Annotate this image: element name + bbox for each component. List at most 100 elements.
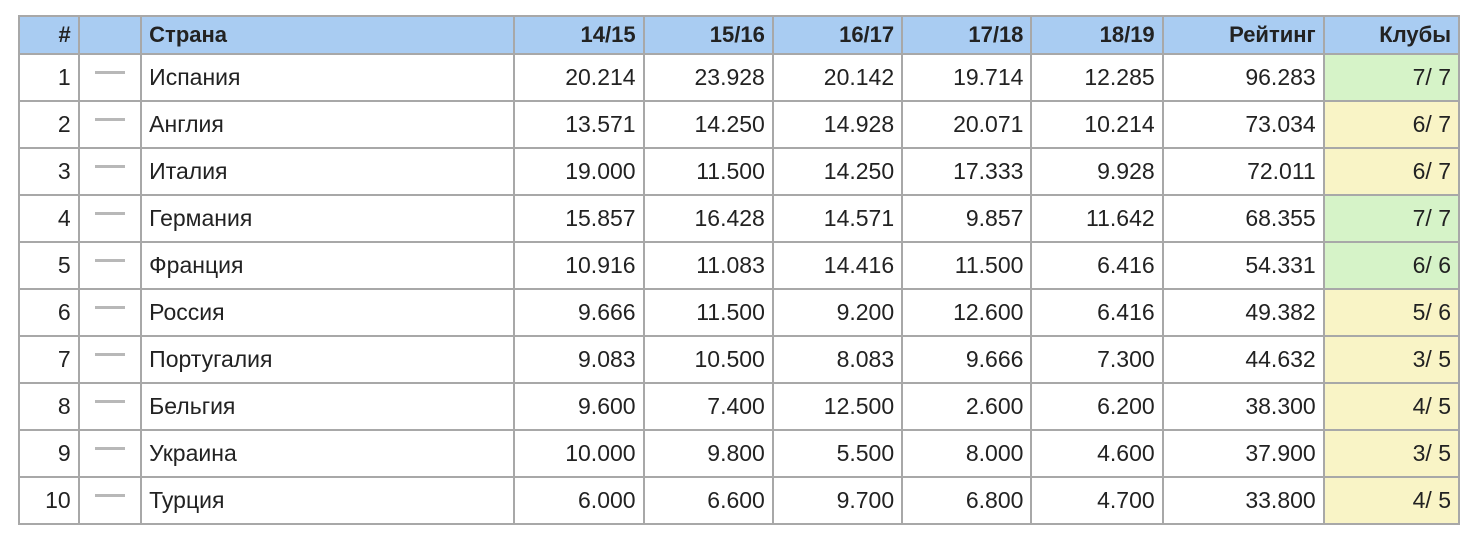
country-cell[interactable]: Германия — [140, 194, 516, 243]
rank-cell: 4 — [18, 194, 80, 243]
season-17-18-cell: 19.714 — [901, 53, 1033, 102]
clubs-cell: 6/ 7 — [1322, 100, 1460, 149]
header-season-17-18[interactable]: 17/18 — [901, 15, 1033, 55]
movement-cell — [77, 429, 143, 478]
country-cell[interactable]: Испания — [140, 53, 516, 102]
table-row: 5 Франция 10.916 11.083 14.416 11.500 6.… — [18, 241, 1460, 290]
season-17-18-cell: 6.800 — [901, 476, 1033, 525]
season-14-15-cell: 9.666 — [513, 288, 645, 337]
no-change-dash-icon — [94, 353, 125, 357]
season-14-15-cell: 9.083 — [513, 335, 645, 384]
season-17-18-cell: 12.600 — [901, 288, 1033, 337]
season-18-19-cell: 4.700 — [1030, 476, 1164, 525]
table-row: 6 Россия 9.666 11.500 9.200 12.600 6.416… — [18, 288, 1460, 337]
season-14-15-cell: 15.857 — [513, 194, 645, 243]
movement-cell — [77, 476, 143, 525]
season-15-16-cell: 7.400 — [642, 382, 774, 431]
header-country[interactable]: Страна — [140, 15, 516, 55]
table-row: 4 Германия 15.857 16.428 14.571 9.857 11… — [18, 194, 1460, 243]
no-change-dash-icon — [94, 259, 125, 263]
header-clubs[interactable]: Клубы — [1322, 15, 1460, 55]
clubs-cell: 3/ 5 — [1322, 429, 1460, 478]
table-row: 7 Португалия 9.083 10.500 8.083 9.666 7.… — [18, 335, 1460, 384]
country-cell[interactable]: Украина — [140, 429, 516, 478]
season-15-16-cell: 23.928 — [642, 53, 774, 102]
season-14-15-cell: 13.571 — [513, 100, 645, 149]
season-14-15-cell: 19.000 — [513, 147, 645, 196]
header-rating[interactable]: Рейтинг — [1161, 15, 1325, 55]
rating-cell: 49.382 — [1161, 288, 1325, 337]
season-15-16-cell: 11.083 — [642, 241, 774, 290]
no-change-dash-icon — [94, 400, 125, 404]
movement-cell — [77, 288, 143, 337]
clubs-cell: 3/ 5 — [1322, 335, 1460, 384]
clubs-cell: 6/ 6 — [1322, 241, 1460, 290]
season-14-15-cell: 10.000 — [513, 429, 645, 478]
country-cell[interactable]: Бельгия — [140, 382, 516, 431]
no-change-dash-icon — [94, 165, 125, 169]
movement-cell — [77, 241, 143, 290]
table-row: 10 Турция 6.000 6.600 9.700 6.800 4.700 … — [18, 476, 1460, 525]
season-18-19-cell: 10.214 — [1030, 100, 1164, 149]
season-16-17-cell: 8.083 — [771, 335, 904, 384]
no-change-dash-icon — [94, 71, 125, 75]
season-17-18-cell: 11.500 — [901, 241, 1033, 290]
rank-cell: 3 — [18, 147, 80, 196]
rank-cell: 7 — [18, 335, 80, 384]
season-18-19-cell: 7.300 — [1030, 335, 1164, 384]
season-16-17-cell: 20.142 — [771, 53, 904, 102]
season-18-19-cell: 6.416 — [1030, 288, 1164, 337]
season-17-18-cell: 17.333 — [901, 147, 1033, 196]
rating-cell: 33.800 — [1161, 476, 1325, 525]
country-cell[interactable]: Португалия — [140, 335, 516, 384]
no-change-dash-icon — [94, 494, 125, 498]
season-16-17-cell: 5.500 — [771, 429, 904, 478]
season-15-16-cell: 16.428 — [642, 194, 774, 243]
season-16-17-cell: 14.250 — [771, 147, 904, 196]
header-season-15-16[interactable]: 15/16 — [642, 15, 774, 55]
season-15-16-cell: 9.800 — [642, 429, 774, 478]
season-18-19-cell: 4.600 — [1030, 429, 1164, 478]
clubs-cell: 5/ 6 — [1322, 288, 1460, 337]
season-16-17-cell: 14.571 — [771, 194, 904, 243]
season-14-15-cell: 9.600 — [513, 382, 645, 431]
season-15-16-cell: 6.600 — [642, 476, 774, 525]
country-cell[interactable]: Турция — [140, 476, 516, 525]
season-18-19-cell: 6.200 — [1030, 382, 1164, 431]
season-17-18-cell: 9.666 — [901, 335, 1033, 384]
no-change-dash-icon — [94, 447, 125, 451]
movement-cell — [77, 100, 143, 149]
rating-cell: 96.283 — [1161, 53, 1325, 102]
season-18-19-cell: 6.416 — [1030, 241, 1164, 290]
table-row: 3 Италия 19.000 11.500 14.250 17.333 9.9… — [18, 147, 1460, 196]
uefa-ranking-table-container: # Страна 14/15 15/16 16/17 17/18 18/19 Р… — [18, 15, 1460, 525]
header-season-18-19[interactable]: 18/19 — [1030, 15, 1164, 55]
season-14-15-cell: 10.916 — [513, 241, 645, 290]
season-16-17-cell: 9.200 — [771, 288, 904, 337]
country-cell[interactable]: Франция — [140, 241, 516, 290]
movement-cell — [77, 382, 143, 431]
movement-cell — [77, 53, 143, 102]
header-row: # Страна 14/15 15/16 16/17 17/18 18/19 Р… — [18, 15, 1460, 55]
rating-cell: 72.011 — [1161, 147, 1325, 196]
clubs-cell: 6/ 7 — [1322, 147, 1460, 196]
season-15-16-cell: 11.500 — [642, 288, 774, 337]
rating-cell: 38.300 — [1161, 382, 1325, 431]
season-15-16-cell: 10.500 — [642, 335, 774, 384]
header-season-16-17[interactable]: 16/17 — [771, 15, 904, 55]
country-cell[interactable]: Италия — [140, 147, 516, 196]
season-16-17-cell: 9.700 — [771, 476, 904, 525]
season-16-17-cell: 12.500 — [771, 382, 904, 431]
uefa-ranking-table: # Страна 14/15 15/16 16/17 17/18 18/19 Р… — [18, 15, 1460, 525]
table-row: 9 Украина 10.000 9.800 5.500 8.000 4.600… — [18, 429, 1460, 478]
movement-cell — [77, 147, 143, 196]
rating-cell: 54.331 — [1161, 241, 1325, 290]
rank-cell: 2 — [18, 100, 80, 149]
table-row: 8 Бельгия 9.600 7.400 12.500 2.600 6.200… — [18, 382, 1460, 431]
country-cell[interactable]: Англия — [140, 100, 516, 149]
season-18-19-cell: 11.642 — [1030, 194, 1164, 243]
header-season-14-15[interactable]: 14/15 — [513, 15, 645, 55]
header-rank[interactable]: # — [18, 15, 80, 55]
country-cell[interactable]: Россия — [140, 288, 516, 337]
rank-cell: 1 — [18, 53, 80, 102]
